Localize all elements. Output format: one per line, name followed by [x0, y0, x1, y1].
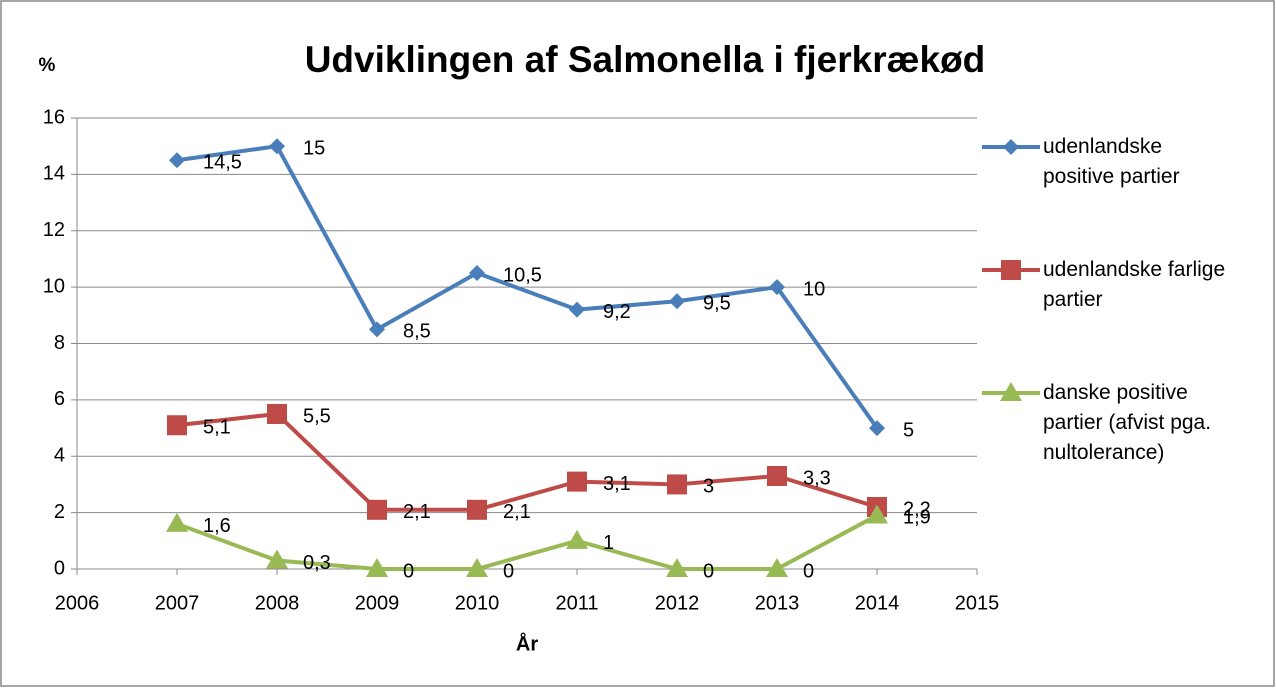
series-line — [176, 513, 878, 571]
data-label: 9,5 — [703, 293, 731, 315]
data-label: 2,1 — [403, 501, 431, 523]
data-point — [767, 465, 787, 486]
x-tick-label: 2012 — [655, 592, 700, 614]
data-point — [369, 321, 385, 338]
data-point — [869, 420, 885, 437]
data-point — [669, 293, 685, 310]
legend-label: udenlandske farlige partier — [1043, 258, 1226, 311]
x-tick-label: 2013 — [755, 592, 800, 614]
data-point — [567, 471, 587, 492]
y-tick-label: 4 — [54, 445, 65, 467]
data-point — [166, 512, 188, 532]
data-point — [366, 558, 388, 577]
y-tick-label: 0 — [54, 557, 65, 579]
series-line — [176, 144, 879, 430]
x-axis-label: År — [516, 631, 538, 655]
data-point — [367, 499, 387, 520]
data-point — [866, 504, 888, 524]
data-label: 5 — [903, 419, 914, 441]
x-tick-label: 2009 — [355, 592, 400, 614]
y-tick-label: 10 — [43, 275, 65, 297]
x-tick-label: 2011 — [555, 592, 598, 614]
data-label: 1 — [603, 532, 614, 554]
data-point — [269, 138, 285, 155]
data-point — [267, 403, 287, 424]
data-point — [169, 152, 185, 169]
data-point — [469, 265, 485, 282]
legend-marker — [1003, 139, 1019, 155]
data-point — [266, 549, 288, 569]
data-label: 10,5 — [503, 264, 542, 286]
y-tick-label: 8 — [54, 332, 65, 354]
y-tick-label: 16 — [43, 106, 65, 128]
data-label: 5,5 — [303, 405, 331, 427]
data-label: 1,9 — [903, 507, 931, 529]
data-label: 0 — [703, 560, 714, 582]
y-tick-label: 6 — [54, 388, 65, 410]
data-label: 1,6 — [203, 515, 231, 537]
x-tick-label: 2015 — [955, 592, 1000, 614]
data-label: 15 — [303, 137, 325, 159]
data-point — [167, 415, 187, 436]
x-tick-label: 2006 — [55, 592, 100, 614]
y-tick-label: 12 — [43, 219, 65, 241]
data-point — [569, 301, 585, 318]
x-tick-label: 2007 — [155, 592, 200, 614]
data-label: 3,1 — [603, 473, 631, 495]
series-line — [176, 411, 878, 512]
legend-marker — [1000, 382, 1022, 401]
data-label: 0 — [403, 560, 414, 582]
legend-marker — [1001, 260, 1021, 280]
data-point — [466, 558, 488, 577]
chart-title: Udviklingen af Salmonella i fjerkrækød — [305, 39, 986, 80]
y-axis-label: % — [39, 55, 56, 76]
data-label: 2,2 — [903, 498, 931, 520]
data-point — [769, 279, 785, 296]
data-label: 0,3 — [303, 552, 331, 574]
data-label: 0 — [803, 560, 814, 582]
data-point — [667, 474, 687, 495]
data-label: 8,5 — [403, 321, 431, 343]
y-tick-label: 14 — [43, 163, 65, 185]
x-tick-label: 2010 — [455, 592, 500, 614]
data-label: 5,1 — [203, 417, 231, 439]
data-point — [566, 529, 588, 549]
data-label: 10 — [803, 278, 825, 300]
y-tick-label: 2 — [54, 501, 65, 523]
legend-label: udenlandske positive partier — [1043, 135, 1180, 188]
data-point — [766, 558, 788, 577]
x-tick-label: 2008 — [255, 592, 300, 614]
data-label: 2,1 — [503, 501, 531, 523]
data-label: 9,2 — [603, 301, 631, 323]
data-point — [467, 499, 487, 520]
legend-label: danske positive partier (afvist pga. nul… — [1043, 381, 1212, 464]
data-label: 14,5 — [203, 152, 242, 174]
data-label: 0 — [503, 560, 514, 582]
x-tick-label: 2014 — [855, 592, 900, 614]
data-label: 3 — [703, 476, 714, 498]
data-label: 3,3 — [803, 467, 831, 489]
data-point — [666, 558, 688, 577]
